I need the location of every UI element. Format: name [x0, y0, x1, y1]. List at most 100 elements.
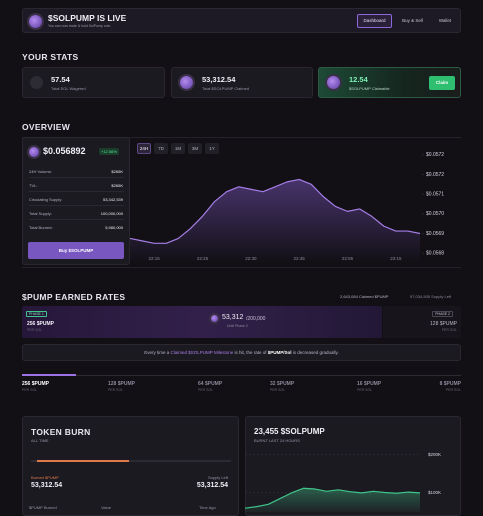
range-button[interactable]: 24H [137, 143, 151, 154]
supply-left: 57,034,505 Supply Left [410, 294, 452, 299]
phase-badge: PHASE 2 [432, 311, 453, 317]
phase-unit: PER SOL [27, 328, 43, 332]
tier-progress [22, 374, 76, 376]
progress-current: 53,312 [222, 314, 244, 321]
stat-card: 53,312.54 Total $SOLPUMP Claimed [171, 67, 313, 98]
burn-fill [37, 460, 129, 462]
phase-badge: PHASE 1 [26, 311, 47, 317]
phase-amount: 256 $PUMP [27, 321, 54, 327]
tier-amount: 16 $PUMP [357, 381, 382, 387]
info-highlight: Claimed $SOLPUMP Milestone [170, 350, 234, 355]
burned-label: Burned $PUMP [31, 475, 59, 480]
phase-next: PHASE 2 128 $PUMP PER SOL [383, 306, 461, 338]
column-header: Value [101, 505, 111, 510]
tier-unit: PER SOL [270, 388, 286, 392]
row-divider [29, 191, 124, 192]
y-tick-label: $0.0569 [426, 231, 444, 237]
stat-value: 53,312.54 [202, 75, 236, 84]
range-button[interactable]: 1M [171, 143, 185, 154]
info-text: is hit, the rate of [233, 350, 268, 355]
burn-card: TOKEN BURN ALL TIME Burned $PUMP 53,312.… [22, 416, 239, 516]
burned-value: 53,312.54 [31, 482, 63, 489]
tier-track [22, 375, 461, 376]
tier-unit: PER SOL [108, 388, 124, 392]
range-button[interactable]: 3M [188, 143, 202, 154]
section-title: YOUR STATS [22, 52, 79, 62]
burn-track [31, 460, 231, 462]
claimed-total: 2,643,084 Claimed $PUMP [340, 294, 389, 299]
header-title: $SOLPUMP IS LIVE [48, 13, 127, 23]
tier-unit: PER SOL [445, 388, 461, 392]
stat-row-label: Total Burned: [29, 225, 53, 230]
stat-card: 57.54 Total SOL Wagered [22, 67, 165, 98]
line [245, 487, 421, 509]
range-button[interactable]: 1Y [205, 143, 219, 154]
nav-button[interactable]: Wallet [438, 18, 452, 23]
header-subtitle: You can now trade & hold SolPump coin. [48, 24, 112, 28]
section-title: $PUMP EARNED RATES [22, 292, 126, 302]
stat-row-value: 5,980,000 [105, 225, 123, 230]
stat-row-label: TVL: [29, 183, 38, 188]
overview-panel [22, 137, 461, 268]
tier-amount: 8 $PUMP [439, 381, 461, 387]
tier-amount: 32 $PUMP [270, 381, 295, 387]
stat-row-label: Total Supply: [29, 211, 52, 216]
coin-icon [180, 76, 193, 89]
tier-unit: PER SOL [198, 388, 214, 392]
stat-row-value: 53,342,539 [102, 197, 123, 202]
nav-button[interactable]: Buy & Sell [402, 18, 423, 23]
area [245, 488, 420, 512]
y-tick-label: $0.0572 [426, 152, 444, 158]
info-text: is decreased gradually. [291, 350, 339, 355]
y-tick-label: $0.0570 [426, 211, 444, 217]
burn-title: TOKEN BURN [31, 427, 91, 437]
phase-unit: PER SOL [441, 328, 457, 332]
burn24-subtitle: BURNT LAST 24 HOURS [254, 438, 300, 443]
info-text: Every time a [144, 350, 171, 355]
phase-amount: 128 $PUMP [430, 321, 457, 327]
stat-row-label: 24H Volume: [29, 169, 52, 174]
info-highlight: $PUMP/Sol [267, 350, 292, 355]
y-tick-label: $0.0572 [426, 172, 444, 178]
left-value: 53,312.54 [196, 482, 228, 489]
stat-card: 12.54 $SOLPUMP Claimable Claim [318, 67, 461, 98]
line [130, 178, 421, 244]
stat-row-value: $265K [111, 183, 123, 188]
progress-label: Until Phase 2 [227, 324, 248, 328]
price-panel: $0.056892 +12.56% Buy $SOLPUMP 24H Volum… [22, 137, 130, 265]
tier-amount: 128 $PUMP [108, 381, 135, 387]
range-button[interactable]: 7D [154, 143, 168, 154]
column-header: Time Ago [199, 505, 216, 510]
stat-label: Total SOL Wagered [51, 86, 86, 91]
stat-label: $SOLPUMP Claimable [349, 86, 390, 91]
stat-value: 12.54 [349, 75, 368, 84]
section-title: OVERVIEW [22, 122, 71, 132]
phase-bar: PHASE 1 256 $PUMP PER SOL 53,312 /200,00… [22, 306, 382, 338]
price-change: +12.56% [99, 148, 119, 155]
tier-amount: 64 $PUMP [198, 381, 223, 387]
tier-unit: PER SOL [357, 388, 373, 392]
price-chart: $0.0572 $0.0572 $0.0571 $0.0570 $0.0569 $0.05… [130, 152, 444, 263]
tier-amount: 256 $PUMP [22, 381, 49, 387]
progress-target: /200,000 [246, 316, 266, 322]
y-tick-label: $100K [428, 490, 441, 495]
area [130, 179, 420, 263]
stat-row-value: $265K [111, 169, 123, 174]
y-tick-label: $200K [428, 452, 441, 457]
burn-subtitle: ALL TIME [31, 438, 49, 443]
nav-button[interactable]: Dashboard [357, 14, 392, 28]
buy-button[interactable]: Buy $SOLPUMP [28, 242, 124, 259]
stat-value: 57.54 [51, 75, 70, 84]
claim-button[interactable]: Claim [429, 76, 455, 90]
stat-label: Total $SOLPUMP Claimed [202, 86, 250, 91]
coin-icon [211, 315, 218, 322]
stat-row-value: 100,000,000 [100, 211, 123, 216]
logo [29, 15, 42, 28]
price: $0.056892 [43, 146, 86, 156]
tier-unit: PER SOL [22, 388, 38, 392]
info-box: Every time a Claimed $SOLPUMP Milestone … [22, 344, 461, 361]
row-divider [29, 205, 124, 206]
y-tick-label: $0.0568 [426, 250, 444, 256]
header: $SOLPUMP IS LIVE You can now trade & hol… [22, 8, 461, 33]
burn24-title: 23,455 $SOLPUMP [254, 427, 325, 436]
